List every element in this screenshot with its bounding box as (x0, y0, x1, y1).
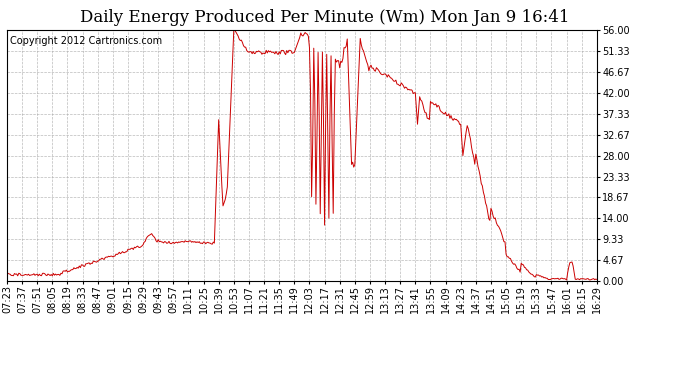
Text: Daily Energy Produced Per Minute (Wm) Mon Jan 9 16:41: Daily Energy Produced Per Minute (Wm) Mo… (79, 9, 569, 26)
Text: Copyright 2012 Cartronics.com: Copyright 2012 Cartronics.com (10, 36, 162, 46)
